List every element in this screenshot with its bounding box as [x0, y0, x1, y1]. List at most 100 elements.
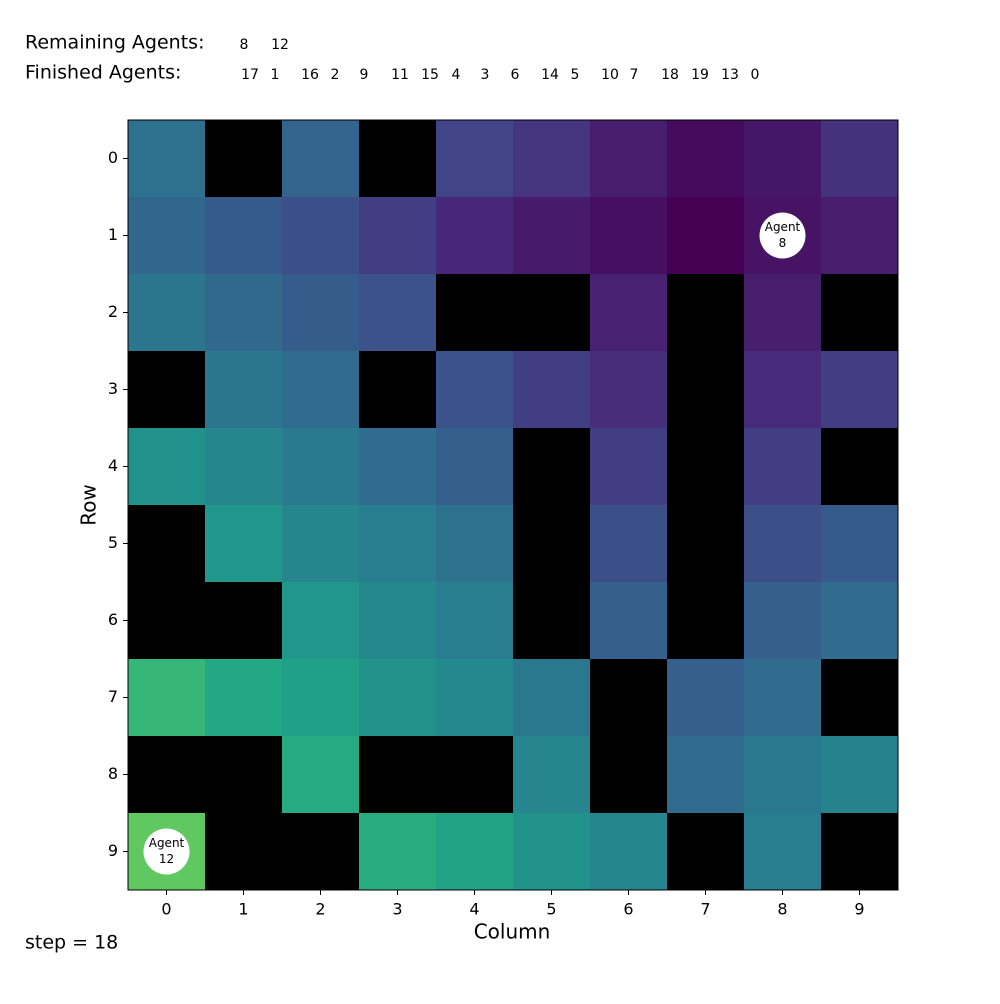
cell	[821, 197, 899, 275]
cell	[513, 736, 591, 814]
cell	[590, 197, 668, 275]
wall	[359, 736, 437, 814]
cell	[282, 428, 360, 506]
cell	[744, 582, 822, 660]
cell	[513, 120, 591, 198]
cell	[205, 505, 283, 583]
cell	[821, 736, 899, 814]
cell	[821, 505, 899, 583]
cell	[821, 120, 899, 198]
finished-agent: 0	[751, 67, 760, 83]
wall	[590, 659, 668, 737]
cell	[744, 428, 822, 506]
cell	[513, 813, 591, 891]
finished-agent: 13	[721, 67, 739, 83]
cell	[744, 736, 822, 814]
cell	[590, 428, 668, 506]
x-tick-label: 0	[161, 900, 171, 919]
cell	[436, 659, 514, 737]
x-tick-label: 5	[546, 900, 556, 919]
cell	[590, 120, 668, 198]
cell	[205, 274, 283, 352]
cell	[436, 813, 514, 891]
finished-label: Finished Agents:	[25, 62, 181, 84]
cell	[282, 659, 360, 737]
cell	[744, 505, 822, 583]
wall	[667, 428, 745, 506]
step-label: step = 18	[25, 932, 118, 954]
remaining-label: Remaining Agents:	[25, 32, 204, 54]
wall	[667, 274, 745, 352]
wall	[513, 505, 591, 583]
wall	[821, 274, 899, 352]
wall	[821, 813, 899, 891]
cell	[744, 813, 822, 891]
cell	[282, 505, 360, 583]
cell	[359, 274, 437, 352]
finished-agent: 19	[691, 67, 709, 83]
cell	[513, 197, 591, 275]
finished-agent: 6	[511, 67, 520, 83]
plot-frame	[127, 119, 899, 891]
wall	[821, 428, 899, 506]
cell	[128, 120, 206, 198]
cell	[436, 197, 514, 275]
wall	[513, 428, 591, 506]
y-tick-label: 2	[108, 302, 118, 321]
cell	[667, 736, 745, 814]
finished-agent: 17	[241, 67, 259, 83]
cell	[359, 659, 437, 737]
y-tick-label: 9	[108, 841, 118, 860]
x-tick-label: 3	[392, 900, 402, 919]
wall	[667, 813, 745, 891]
agent-id: 12	[159, 852, 174, 866]
x-tick-label: 7	[700, 900, 710, 919]
cell	[436, 582, 514, 660]
cell	[359, 197, 437, 275]
finished-agent: 1	[271, 67, 280, 83]
wall	[205, 813, 283, 891]
wall	[128, 736, 206, 814]
wall	[205, 582, 283, 660]
cell	[744, 659, 822, 737]
y-tick-label: 3	[108, 379, 118, 398]
cell	[205, 351, 283, 429]
cell	[590, 505, 668, 583]
cell	[744, 274, 822, 352]
cell	[282, 351, 360, 429]
cell	[513, 659, 591, 737]
y-tick-label: 6	[108, 610, 118, 629]
wall	[282, 813, 360, 891]
finished-agent: 4	[452, 67, 461, 83]
finished-agent: 14	[541, 67, 559, 83]
cell	[667, 120, 745, 198]
cell	[205, 197, 283, 275]
remaining-agent: 8	[240, 37, 249, 53]
agent-marker	[759, 212, 806, 259]
cell	[744, 351, 822, 429]
cell	[128, 274, 206, 352]
finished-agent: 2	[331, 67, 340, 83]
finished-agent: 9	[360, 67, 369, 83]
wall	[205, 120, 283, 198]
wall	[590, 736, 668, 814]
x-tick-label: 4	[469, 900, 479, 919]
finished-agent: 3	[481, 67, 490, 83]
cell	[128, 659, 206, 737]
wall	[128, 505, 206, 583]
y-tick-label: 1	[108, 225, 118, 244]
y-axis-label: Row	[77, 484, 101, 526]
agent-name: Agent	[765, 220, 801, 234]
x-axis-label: Column	[474, 920, 551, 944]
cell	[282, 582, 360, 660]
agent-name: Agent	[149, 836, 185, 850]
finished-agent: 18	[661, 67, 679, 83]
cell	[359, 813, 437, 891]
finished-agent: 7	[630, 67, 639, 83]
cell	[282, 120, 360, 198]
x-tick-label: 8	[777, 900, 787, 919]
agent-id: 8	[779, 236, 787, 250]
wall	[513, 582, 591, 660]
x-tick-label: 9	[854, 900, 864, 919]
wall	[667, 351, 745, 429]
